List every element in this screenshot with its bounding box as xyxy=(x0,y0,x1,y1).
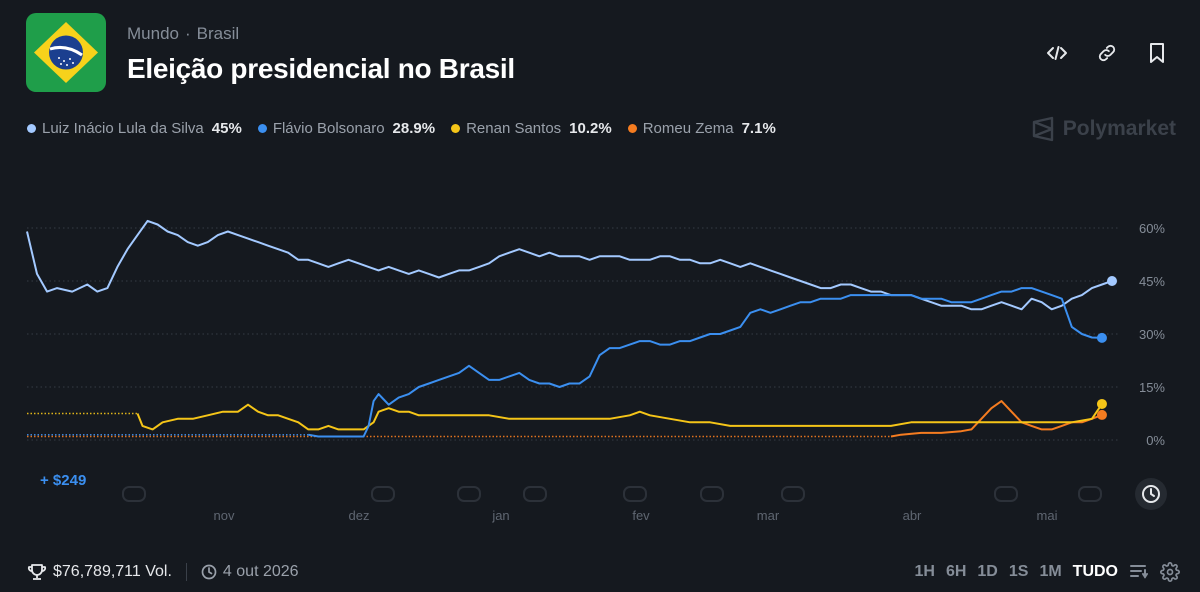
trade-marker xyxy=(781,486,805,502)
trade-gain-label: + $249 xyxy=(40,472,87,489)
y-tick-label: 0% xyxy=(1146,433,1165,448)
gear-icon xyxy=(1160,562,1180,582)
trade-markers xyxy=(122,486,1102,502)
chart-series xyxy=(26,219,1113,438)
breadcrumb-separator: · xyxy=(184,24,191,43)
chart-grid xyxy=(27,227,1120,441)
chart-legend: Luiz Inácio Lula da Silva 45% Flávio Bol… xyxy=(27,120,776,137)
x-tick-label: abr xyxy=(903,508,922,523)
range-6h[interactable]: 6H xyxy=(945,563,967,580)
settings-button[interactable] xyxy=(1160,562,1180,582)
legend-name: Renan Santos xyxy=(466,120,562,137)
clock-icon xyxy=(1142,485,1160,503)
list-filter-icon xyxy=(1130,565,1148,579)
trade-marker xyxy=(523,486,547,502)
polymarket-icon xyxy=(1032,116,1053,142)
range-1m[interactable]: 1M xyxy=(1039,563,1062,580)
trade-marker xyxy=(457,486,481,502)
legend-value: 28.9% xyxy=(392,120,436,137)
bookmark-button[interactable] xyxy=(1142,38,1172,68)
legend-dot xyxy=(27,124,36,133)
series-end-dot xyxy=(1096,398,1107,409)
x-tick-label: dez xyxy=(349,508,370,523)
x-tick-label: mar xyxy=(757,508,780,523)
link-icon xyxy=(1098,44,1116,62)
divider xyxy=(185,563,187,581)
range-1d[interactable]: 1D xyxy=(977,563,998,580)
price-history-chart[interactable]: 60% 45% 30% 15% 0% nov dez jan fev mar abr mai xyxy=(0,0,1200,540)
page-title: Eleição presidencial no Brasil xyxy=(127,53,515,84)
series-line xyxy=(308,287,1103,438)
time-range-selector: 1H 6H 1D 1S 1M TUDO xyxy=(915,562,1181,582)
end-date-text: 4 out 2026 xyxy=(222,563,299,580)
range-1h[interactable]: 1H xyxy=(914,563,935,580)
legend-value: 10.2% xyxy=(569,120,612,137)
series-line xyxy=(890,400,1103,438)
end-date: 4 out 2026 xyxy=(201,563,299,581)
bookmark-icon xyxy=(1150,43,1164,63)
legend-item-romeu[interactable]: Romeu Zema 7.1% xyxy=(627,120,776,137)
market-stats: $76,789,711 Vol. 4 out 2026 xyxy=(27,563,299,581)
clock-icon xyxy=(201,564,217,580)
embed-button[interactable] xyxy=(1042,38,1072,68)
y-tick-label: 60% xyxy=(1139,221,1165,236)
trade-marker xyxy=(700,486,724,502)
legend-item-flavio[interactable]: Flávio Bolsonaro 28.9% xyxy=(257,120,436,137)
legend-name: Flávio Bolsonaro xyxy=(272,120,385,137)
history-button[interactable] xyxy=(1135,478,1167,510)
code-icon xyxy=(1047,46,1067,60)
x-tick-label: fev xyxy=(632,508,650,523)
series-end-dot xyxy=(1096,409,1107,420)
series-line xyxy=(26,219,1113,311)
legend-name: Luiz Inácio Lula da Silva xyxy=(42,120,204,137)
x-tick-label: mai xyxy=(1037,508,1058,523)
y-tick-label: 15% xyxy=(1139,380,1165,395)
trade-marker xyxy=(371,486,395,502)
breadcrumb-mundo[interactable]: Mundo xyxy=(127,24,179,43)
chart-end-dots xyxy=(1096,276,1117,420)
x-axis-labels: nov dez jan fev mar abr mai xyxy=(214,508,1058,523)
header-actions xyxy=(1042,38,1172,68)
range-all[interactable]: TUDO xyxy=(1072,563,1118,580)
series-end-dot xyxy=(1107,276,1117,286)
breadcrumb: Mundo · Brasil xyxy=(127,24,239,44)
legend-dot xyxy=(627,124,637,133)
series-line xyxy=(136,403,1103,431)
x-tick-label: nov xyxy=(214,508,235,523)
trophy-icon xyxy=(27,564,47,580)
breadcrumb-brasil[interactable]: Brasil xyxy=(196,24,240,43)
filter-button[interactable] xyxy=(1129,563,1149,581)
trade-marker xyxy=(994,486,1018,502)
brazil-flag-icon xyxy=(26,13,106,92)
y-tick-label: 45% xyxy=(1139,274,1165,289)
legend-name: Romeu Zema xyxy=(642,120,734,137)
trade-marker xyxy=(122,486,146,502)
brand-name: Polymarket xyxy=(1062,117,1176,140)
legend-value: 7.1% xyxy=(741,120,776,137)
trade-marker xyxy=(623,486,647,502)
volume-text: $76,789,711 Vol. xyxy=(53,563,172,580)
legend-item-lula[interactable]: Luiz Inácio Lula da Silva 45% xyxy=(27,120,242,137)
range-1s[interactable]: 1S xyxy=(1008,563,1029,580)
copy-link-button[interactable] xyxy=(1092,38,1122,68)
legend-value: 45% xyxy=(211,120,242,137)
y-tick-label: 30% xyxy=(1139,327,1165,342)
legend-item-renan[interactable]: Renan Santos 10.2% xyxy=(451,120,612,137)
y-axis-labels: 60% 45% 30% 15% 0% xyxy=(1139,221,1165,448)
x-tick-label: jan xyxy=(491,508,509,523)
series-end-dot xyxy=(1096,332,1107,343)
trade-marker xyxy=(1078,486,1102,502)
polymarket-logo: Polymarket xyxy=(1031,116,1176,142)
legend-dot xyxy=(451,124,461,133)
legend-dot xyxy=(257,124,267,133)
